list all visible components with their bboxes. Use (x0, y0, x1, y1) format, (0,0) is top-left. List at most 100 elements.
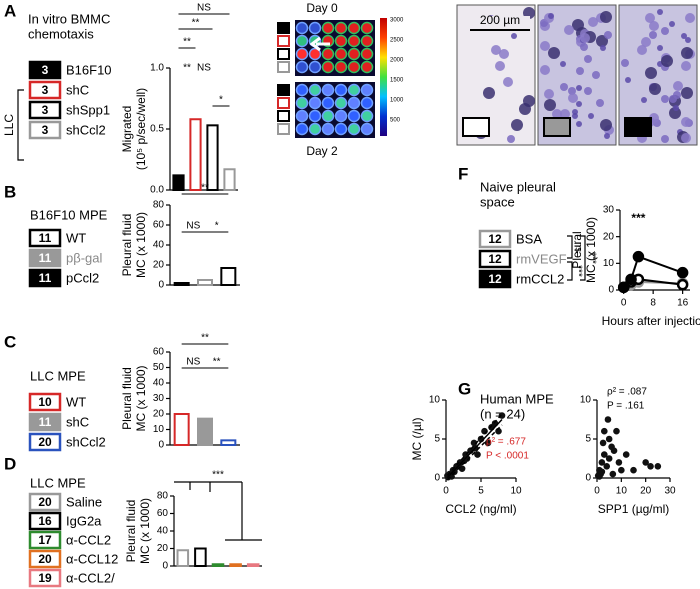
y-axis-label: (10⁵ p/sec/well) (134, 88, 148, 170)
plate-key (277, 97, 290, 109)
panel-letter: F (458, 164, 468, 183)
cell (641, 37, 651, 47)
y-tick-label: 0 (585, 473, 591, 484)
y-tick-label: 30 (153, 393, 165, 404)
heatmap-well (321, 60, 335, 74)
legend-label: IgG2a (66, 513, 102, 528)
cell (681, 47, 693, 59)
y-tick-label: 10 (580, 395, 592, 406)
heatmap-well (308, 60, 322, 74)
legend-label: α-CCL12 (66, 586, 118, 589)
legend-count: 3 (42, 83, 49, 97)
point (642, 459, 649, 466)
sig-label: ** (201, 333, 209, 344)
y-axis-label: Pleural (570, 231, 584, 268)
y-tick-label: 40 (157, 526, 169, 537)
legend-label: rmCCL2 (516, 271, 564, 286)
cell (681, 61, 691, 71)
heatmap-well (360, 122, 374, 136)
heatmap-well (295, 122, 309, 136)
y-tick-label: 60 (153, 220, 165, 231)
y-tick-label: 5 (434, 434, 440, 445)
legend-label: α-CCL12 (66, 551, 118, 566)
legend-count: 20 (38, 435, 52, 449)
cell (588, 113, 594, 119)
legend-label: shSpp1 (66, 102, 110, 117)
y-tick-label: 20 (603, 231, 615, 242)
heatmap-well (360, 34, 374, 48)
heatmap-well (295, 47, 309, 61)
legend-label: shCcl2 (66, 122, 106, 137)
legend-swatch (478, 229, 512, 249)
inset-key (624, 117, 652, 137)
cell (669, 21, 675, 27)
plate-key (277, 110, 290, 122)
point (654, 463, 662, 470)
group-bracket (567, 235, 586, 281)
y-tick-label: 1.0 (150, 63, 164, 74)
sig-label: ** (183, 37, 191, 48)
y-tick-label: 80 (157, 491, 169, 502)
heatmap-well (308, 122, 322, 136)
sig-label: NS (197, 3, 211, 14)
point (604, 416, 612, 423)
y-tick-label: 0 (158, 440, 164, 451)
y-tick-label: 60 (157, 508, 169, 519)
heatmap-well (347, 47, 361, 61)
point (610, 447, 618, 455)
heatmap-well (347, 60, 361, 74)
cell (491, 45, 501, 55)
cell (621, 59, 629, 67)
legend-count: 10 (38, 395, 52, 409)
cell (576, 101, 582, 107)
heatmap-well (321, 109, 335, 123)
cell (600, 45, 606, 51)
cell (588, 17, 598, 27)
legend-count: 12 (488, 272, 502, 286)
bar (246, 563, 260, 567)
y-axis-label: MC (x 1000) (134, 365, 148, 431)
legend-swatch (28, 511, 62, 531)
y-axis-label: MC (x 1000) (138, 498, 152, 564)
point (625, 273, 637, 286)
cell (576, 121, 582, 127)
x-tick-label: 8 (650, 298, 656, 309)
cell (604, 31, 612, 39)
sig-label: * (219, 95, 223, 106)
legend-label: α-CCL2/ (66, 570, 115, 585)
cell (483, 87, 495, 99)
heatmap-well (334, 96, 348, 110)
x-tick-label: 5 (478, 486, 484, 497)
heatmap-well (347, 122, 361, 136)
y-tick-label: 20 (153, 260, 165, 271)
scale-label: 200 µm (480, 13, 520, 27)
colorbar-tick: 3000 (390, 18, 404, 24)
y-tick-label: 20 (157, 543, 169, 554)
cell (540, 41, 550, 51)
cell (685, 37, 691, 43)
legend-count: 16 (38, 514, 52, 528)
heatmap-well (334, 83, 348, 97)
heatmap-well (321, 122, 335, 136)
point (647, 463, 654, 470)
point (632, 250, 645, 263)
cell (649, 31, 657, 39)
heatmap-well (334, 47, 348, 61)
cell (600, 11, 612, 23)
heatmap-well (321, 83, 335, 97)
heatmap-well (334, 60, 348, 74)
bar (211, 563, 225, 567)
legend-swatch (28, 268, 62, 288)
panel-title: In vitro BMMC (28, 11, 110, 26)
cell (637, 45, 647, 55)
bar (189, 118, 202, 191)
cell (661, 95, 669, 103)
legend-swatch (28, 530, 62, 550)
cell (560, 83, 568, 91)
point (601, 427, 608, 435)
point (605, 435, 613, 443)
cell (645, 13, 655, 23)
bar (220, 267, 237, 286)
sig-label: ** (192, 18, 200, 29)
heatmap-well (308, 83, 322, 97)
